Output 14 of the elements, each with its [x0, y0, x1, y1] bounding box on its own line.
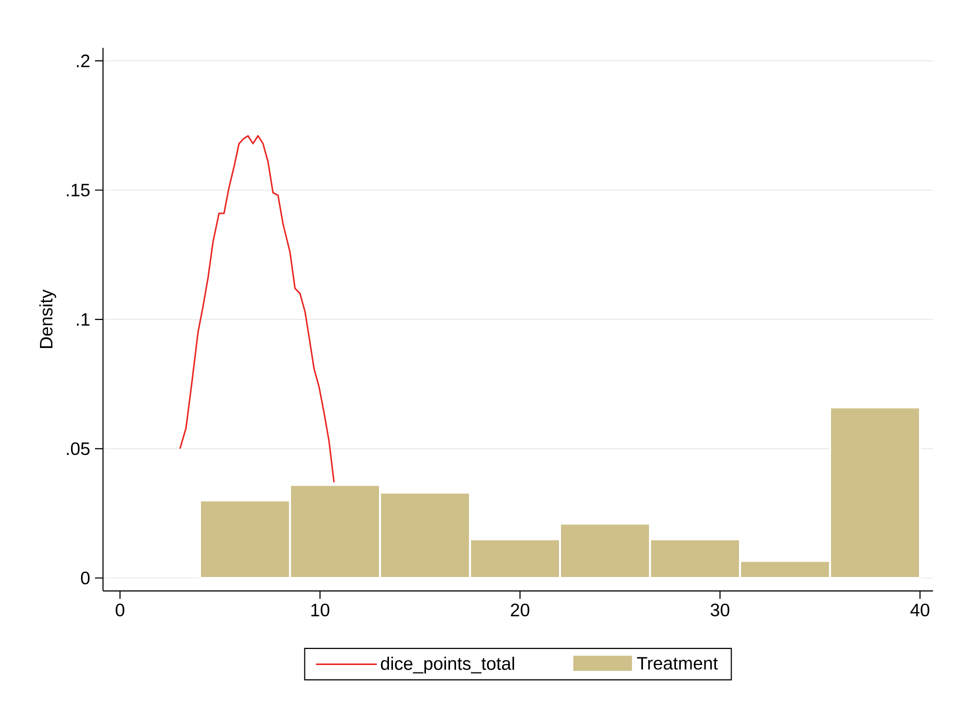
x-tick-label: 0: [116, 604, 124, 616]
legend-label: Treatment: [637, 657, 718, 670]
y-tick-label: .05: [66, 442, 90, 456]
x-tick-label: 30: [710, 604, 730, 616]
y-axis-title: Density: [39, 289, 56, 348]
y-tick-label: 0: [80, 572, 90, 584]
y-tick-label: .2: [76, 54, 90, 68]
legend-label: dice_points_total: [380, 656, 514, 674]
y-tick-label: .1: [76, 313, 90, 326]
x-tick-label: 20: [510, 604, 530, 616]
x-tick-label: 40: [910, 604, 930, 616]
y-tick-label: .15: [66, 184, 90, 196]
x-tick-label: 10: [311, 604, 330, 616]
line-series: [179, 135, 335, 484]
